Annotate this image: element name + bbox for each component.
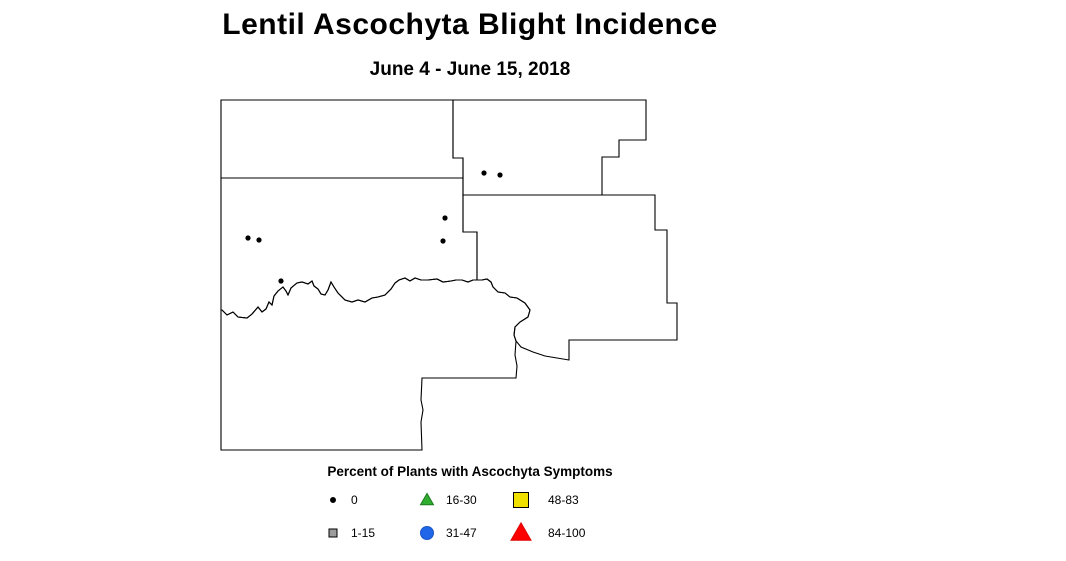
legend-label: 1-15 [351,526,376,540]
legend-label: 31-47 [446,526,477,540]
legend-label: 0 [351,493,358,507]
legend-label: 84-100 [548,526,586,540]
survey-point [256,237,262,243]
legend-label: 48-83 [548,493,579,507]
county-northwest-boundary [220,99,464,179]
figure-subtitle: June 4 - June 15, 2018 [369,59,571,80]
survey-point [245,235,251,241]
county-south-boundary [220,277,531,451]
circle-marker-icon [320,488,346,512]
circle-marker-icon [414,521,440,545]
square-marker-icon [320,521,346,545]
county-east-boundary [462,194,678,361]
survey-point [278,278,284,284]
page-title: Lentil Ascochyta Blight Incidence [222,8,718,41]
survey-point [481,170,487,176]
legend-label: 16-30 [446,493,477,507]
county-northeast-boundary [452,99,647,196]
survey-point [442,215,448,221]
triangle-marker-icon [508,521,534,545]
triangle-marker-icon [414,488,440,512]
legend-title: Percent of Plants with Ascochyta Symptom… [327,464,613,479]
survey-point [440,238,446,244]
square-marker-icon [508,488,534,512]
county-west-central-boundary [220,177,478,319]
survey-point [497,172,503,178]
